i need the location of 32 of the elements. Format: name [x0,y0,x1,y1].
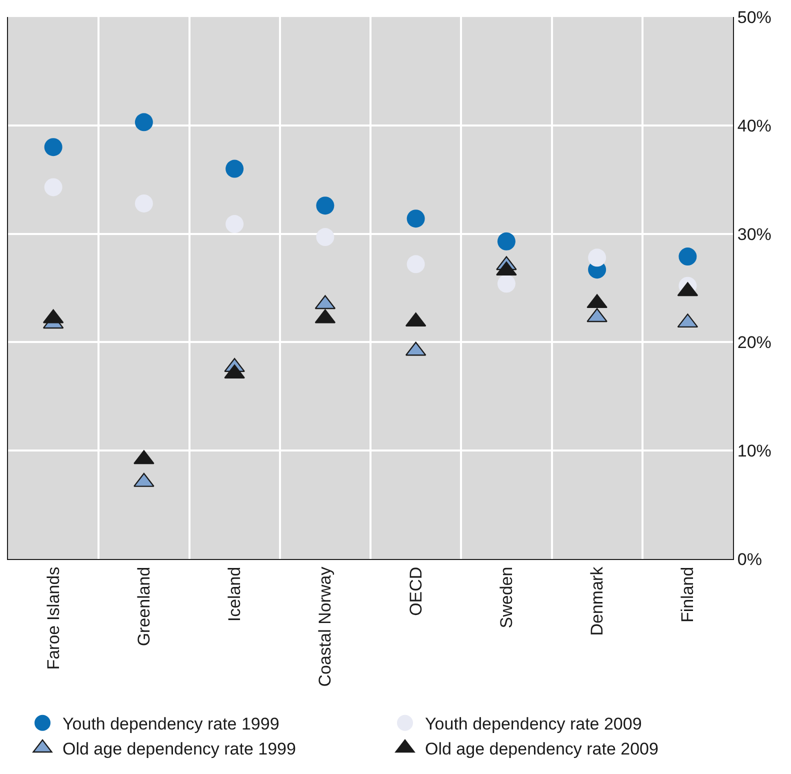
point [406,255,425,274]
x-tick-label: OECD [406,566,426,616]
x-tick-label: Sweden [496,566,516,628]
point [226,160,244,178]
x-tick-label: Iceland [225,566,244,622]
point [44,138,62,156]
point [134,194,153,212]
y-tick-label: 40% [737,116,772,136]
y-tick-label: 20% [737,333,772,352]
legend-label: Youth dependency rate 1999 [62,714,280,734]
y-tick-label: 0% [737,550,762,569]
point [588,248,606,267]
y-tick-label: 10% [737,442,772,461]
y-tick-label: 30% [737,224,772,244]
x-tick-label: Finland [678,566,698,623]
point [406,210,425,228]
legend-label: Old age dependency rate 1999 [62,740,296,759]
point [497,274,516,293]
point [316,196,334,215]
legend-label: Old age dependency rate 2009 [425,740,658,759]
point [44,178,62,196]
point [497,232,516,250]
point [134,113,153,132]
legend-label: Youth dependency rate 2009 [425,714,642,734]
x-tick-label: Denmark [588,566,607,636]
point [678,248,697,266]
x-tick-label: Faroe Islands [44,566,63,670]
point [226,215,244,234]
x-tick-label: Greenland [134,566,154,646]
x-tick-label: Coastal Norway [316,566,335,687]
point [316,228,334,246]
y-tick-label: 50% [737,8,772,27]
